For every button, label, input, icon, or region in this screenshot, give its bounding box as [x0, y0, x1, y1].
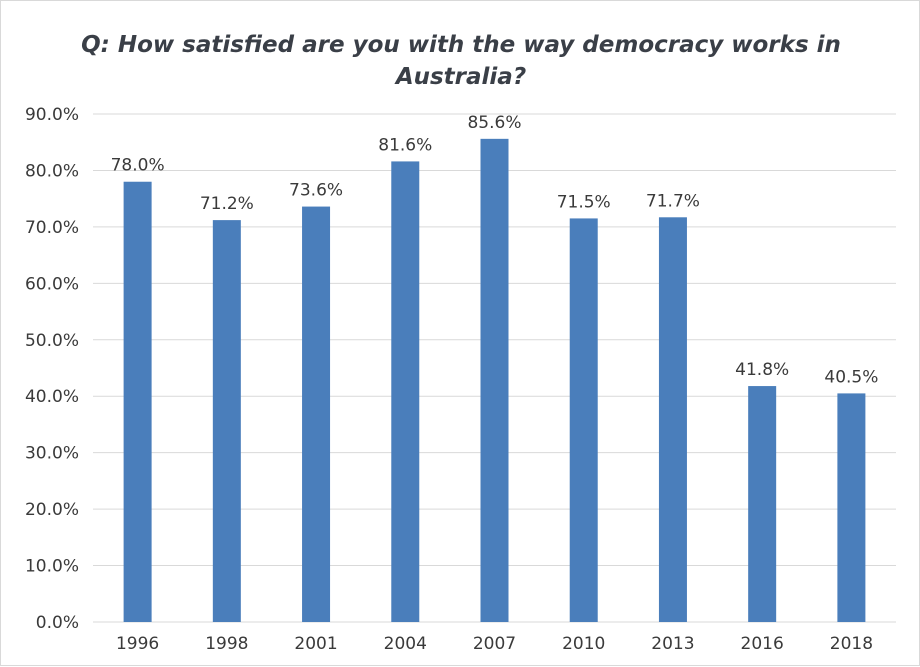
- y-tick-label: 40.0%: [25, 387, 79, 407]
- x-tick-label: 2004: [384, 634, 427, 654]
- x-tick-label: 2016: [741, 634, 784, 654]
- y-tick-label: 70.0%: [25, 218, 79, 238]
- x-tick-label: 2001: [294, 634, 337, 654]
- bar: [837, 393, 866, 622]
- bar: [748, 386, 777, 622]
- data-label: 71.7%: [646, 191, 700, 211]
- data-label: 71.5%: [557, 192, 611, 212]
- data-label: 73.6%: [289, 181, 343, 201]
- chart-title: Q: How satisfied are you with the way de…: [81, 32, 841, 90]
- y-tick-label: 80.0%: [25, 161, 79, 181]
- bar: [302, 206, 331, 622]
- bar: [658, 217, 687, 622]
- bar: [391, 161, 420, 622]
- y-tick-label: 10.0%: [25, 557, 79, 577]
- y-tick-label: 50.0%: [25, 331, 79, 351]
- bar: [212, 220, 241, 623]
- data-label: 85.6%: [467, 113, 521, 133]
- data-label: 81.6%: [378, 135, 432, 155]
- x-tick-label: 2018: [830, 634, 873, 654]
- x-tick-label: 2013: [651, 634, 694, 654]
- bar: [123, 181, 152, 622]
- y-tick-label: 60.0%: [25, 274, 79, 294]
- y-tick-label: 20.0%: [25, 500, 79, 520]
- x-tick-label: 1998: [205, 634, 248, 654]
- x-tick-label: 2007: [473, 634, 516, 654]
- x-tick-label: 1996: [116, 634, 159, 654]
- data-label: 40.5%: [824, 367, 878, 387]
- data-label: 71.2%: [200, 194, 254, 214]
- data-label: 41.8%: [735, 360, 789, 380]
- y-tick-label: 30.0%: [25, 444, 79, 464]
- y-tick-label: 90.0%: [25, 105, 79, 125]
- bar: [569, 218, 598, 622]
- bar: [480, 138, 509, 622]
- x-tick-label: 2010: [562, 634, 605, 654]
- data-label: 78.0%: [111, 156, 165, 176]
- y-tick-label: 0.0%: [36, 613, 79, 633]
